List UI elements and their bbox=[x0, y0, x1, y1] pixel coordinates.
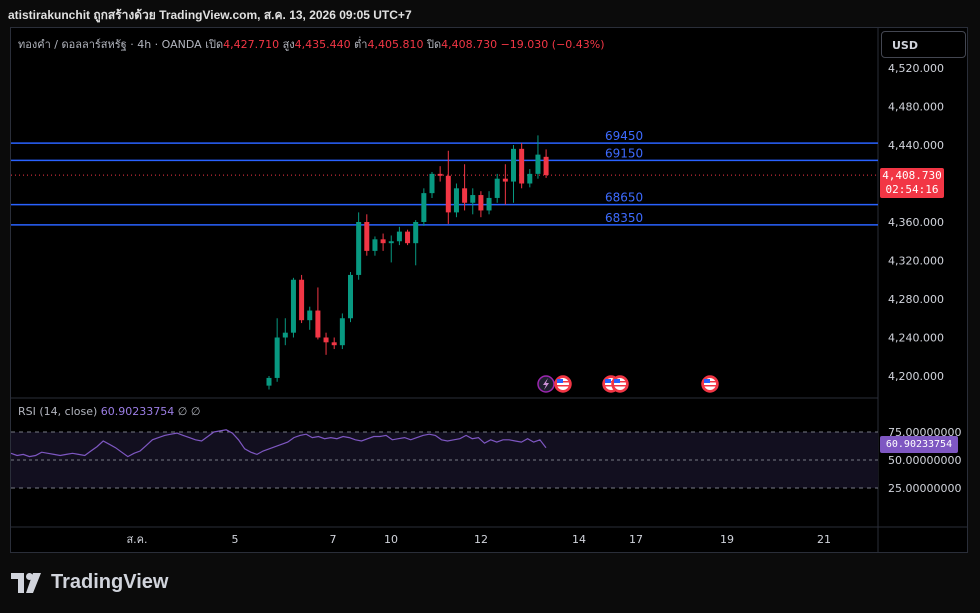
brand-logo: TradingView bbox=[11, 571, 168, 594]
time-tick-label: 19 bbox=[720, 533, 734, 546]
symbol-name: ทองคำ / ดอลลาร์สหรัฐ · 4h · OANDA bbox=[18, 38, 202, 51]
change-value: −19.030 (−0.43%) bbox=[500, 38, 605, 51]
us-flag-icon bbox=[701, 375, 719, 393]
time-tick-label: ส.ค. bbox=[126, 533, 147, 546]
candle-body bbox=[299, 279, 305, 321]
high-label: สูง bbox=[282, 38, 295, 51]
candle-body bbox=[445, 175, 451, 213]
candle-body bbox=[315, 310, 321, 338]
candle-body bbox=[511, 148, 516, 182]
high-value: 4,435.440 bbox=[294, 38, 351, 51]
rsi-extra: ∅ ∅ bbox=[177, 405, 201, 418]
currency-button[interactable]: USD bbox=[881, 31, 966, 58]
candle-body bbox=[502, 178, 508, 182]
candle-body bbox=[543, 156, 549, 176]
time-tick-label: 21 bbox=[817, 533, 831, 546]
candle-body bbox=[282, 332, 288, 338]
price-tick-label: 4,320.000 bbox=[888, 255, 944, 268]
close-value: 4,408.730 bbox=[441, 38, 498, 51]
candle-body bbox=[339, 318, 345, 346]
candle-body bbox=[348, 274, 353, 319]
price-tick-label: 4,280.000 bbox=[888, 293, 944, 306]
us-flag-icon bbox=[554, 375, 572, 393]
candle-body bbox=[266, 377, 272, 386]
time-tick-label: 10 bbox=[384, 533, 398, 546]
candle-body bbox=[437, 173, 443, 176]
candle-body bbox=[396, 231, 402, 242]
current-price-tag: 4,408.730 02:54:16 bbox=[880, 168, 944, 198]
symbol-legend: ทองคำ / ดอลลาร์สหรัฐ · 4h · OANDA เปิด4,… bbox=[18, 35, 605, 53]
flag-canton bbox=[704, 379, 710, 383]
open-label: เปิด bbox=[205, 38, 224, 51]
level-label: 69450 bbox=[605, 129, 643, 143]
candle-body bbox=[364, 222, 370, 251]
rsi-legend: RSI (14, close) 60.90233754 ∅ ∅ bbox=[18, 405, 200, 418]
candle-body bbox=[372, 239, 378, 251]
time-tick-label: 7 bbox=[330, 533, 337, 546]
candle-body bbox=[388, 241, 394, 244]
rsi-tick-label: 75.00000000 bbox=[888, 426, 961, 439]
open-value: 4,427.710 bbox=[223, 38, 280, 51]
rsi-tick-label: 25.00000000 bbox=[888, 482, 961, 495]
time-tick-label: 17 bbox=[629, 533, 643, 546]
price-tick-label: 4,240.000 bbox=[888, 332, 944, 345]
rsi-value-tag: 60.90233754 bbox=[880, 436, 958, 453]
level-label: 68650 bbox=[605, 191, 643, 205]
rsi-value: 60.90233754 bbox=[100, 405, 175, 418]
candle-body bbox=[421, 193, 427, 222]
rsi-tick-label: 50.00000000 bbox=[888, 454, 961, 467]
tradingview-logo-icon bbox=[11, 572, 41, 593]
candle-body bbox=[494, 178, 500, 198]
bar-countdown: 02:54:16 bbox=[885, 183, 939, 196]
rsi-line bbox=[10, 429, 547, 458]
candle-body bbox=[290, 279, 296, 333]
candle-body bbox=[429, 173, 435, 194]
chart-caption: atistirakunchit ถูกสร้างด้วย TradingView… bbox=[8, 8, 412, 22]
flag-stripe bbox=[557, 385, 569, 387]
flag-stripe bbox=[605, 385, 617, 387]
current-price-value: 4,408.730 bbox=[882, 169, 942, 182]
close-label: ปิด bbox=[426, 38, 442, 51]
brand-name: TradingView bbox=[51, 571, 169, 593]
time-tick-label: 12 bbox=[474, 533, 488, 546]
us-flag-icon bbox=[611, 375, 629, 393]
candle-body bbox=[323, 337, 329, 343]
candle-body bbox=[307, 310, 313, 321]
price-tick-label: 4,520.000 bbox=[888, 62, 944, 75]
flag-canton bbox=[605, 379, 611, 383]
flag-stripe bbox=[614, 385, 626, 387]
low-value: 4,405.810 bbox=[367, 38, 424, 51]
level-label: 68350 bbox=[605, 211, 643, 225]
time-tick-label: 5 bbox=[232, 533, 239, 546]
candle-body bbox=[405, 231, 411, 244]
price-tick-label: 4,440.000 bbox=[888, 139, 944, 152]
flag-canton bbox=[557, 379, 563, 383]
candle-body bbox=[331, 342, 337, 346]
candle-body bbox=[380, 239, 386, 244]
rsi-title: RSI (14, close) bbox=[18, 405, 98, 418]
candle-body bbox=[478, 195, 484, 211]
lightning-icon bbox=[537, 375, 555, 393]
candle-body bbox=[535, 154, 541, 174]
candle-body bbox=[356, 222, 362, 275]
candle-body bbox=[274, 337, 280, 378]
price-tick-label: 4,360.000 bbox=[888, 216, 944, 229]
time-tick-label: 14 bbox=[572, 533, 586, 546]
candle-body bbox=[486, 197, 492, 211]
candle-body bbox=[462, 188, 468, 203]
price-tick-label: 4,480.000 bbox=[888, 101, 944, 114]
candle-body bbox=[453, 188, 459, 213]
flag-stripe bbox=[704, 385, 716, 387]
candle-body bbox=[527, 173, 533, 184]
lightning-glyph bbox=[543, 378, 549, 390]
candle-body bbox=[470, 195, 476, 203]
low-label: ต่ำ bbox=[354, 38, 368, 51]
candle-body bbox=[413, 222, 419, 244]
flag-canton bbox=[614, 379, 620, 383]
level-label: 69150 bbox=[605, 146, 643, 160]
candle-body bbox=[519, 148, 525, 184]
price-tick-label: 4,200.000 bbox=[888, 370, 944, 383]
